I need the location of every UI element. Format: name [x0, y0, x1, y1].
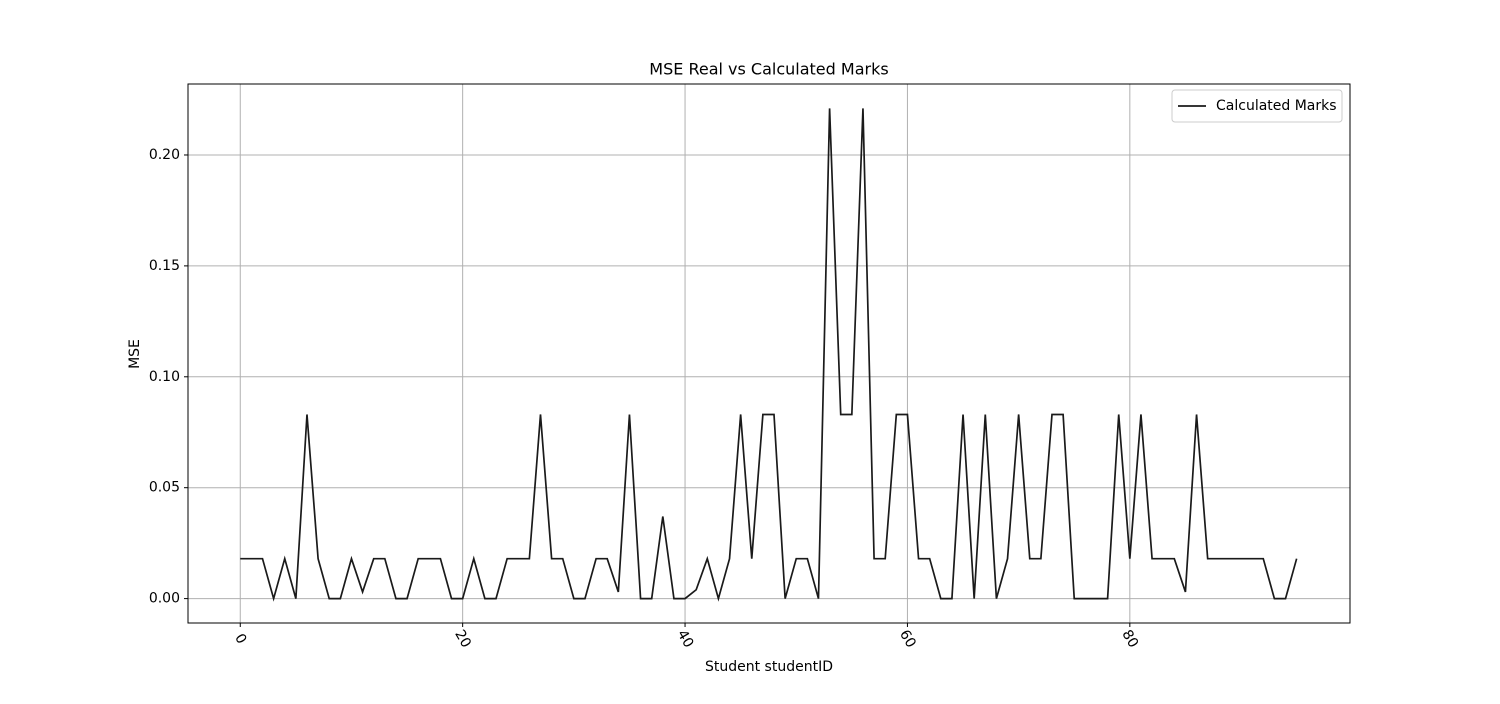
x-axis-label: Student studentID [705, 659, 833, 675]
y-tick-label: 0.15 [149, 258, 180, 274]
data-line [240, 108, 1298, 602]
y-axis-label: MSE [127, 339, 143, 369]
x-tick-label: 60 [896, 627, 919, 650]
x-tick-label: 20 [451, 627, 474, 650]
plot-frame [187, 83, 1351, 624]
chart-title: MSE Real vs Calculated Marks [649, 60, 888, 79]
y-tick-label: 0.05 [149, 480, 180, 496]
y-tick-label: 0.00 [149, 591, 180, 607]
legend-box [1171, 89, 1343, 123]
legend-label: Calculated Marks [1216, 98, 1337, 114]
x-tick-label: 0 [231, 631, 249, 647]
y-tick-label: 0.10 [149, 369, 180, 385]
x-tick-label: 40 [674, 627, 697, 650]
y-tick-label: 0.20 [149, 147, 180, 163]
x-tick-label: 80 [1118, 627, 1141, 650]
